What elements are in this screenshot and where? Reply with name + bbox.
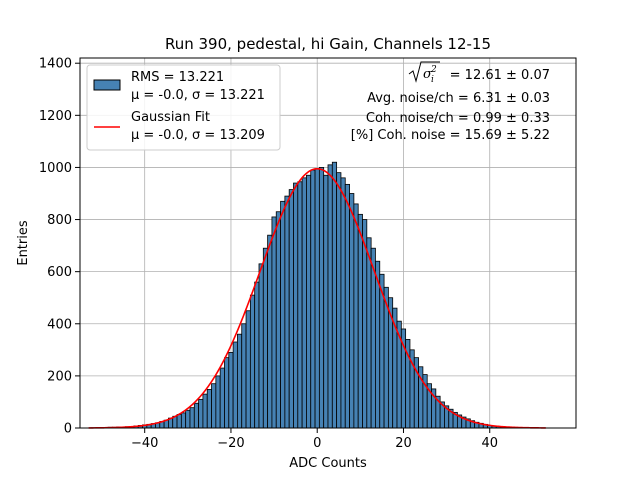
x-tick-label: −40 <box>131 436 158 451</box>
histogram-bar <box>353 203 359 429</box>
svg-text:i: i <box>431 75 434 85</box>
y-tick-label: 1400 <box>39 57 72 72</box>
histogram-bar <box>258 263 264 429</box>
histogram-bar <box>336 172 342 429</box>
histogram-bar <box>254 281 260 429</box>
histogram-bar <box>275 211 281 429</box>
histogram-bar <box>228 352 234 429</box>
histogram-bar <box>211 383 217 429</box>
histogram-bar <box>323 174 329 429</box>
legend-rms-stats: μ = -0.0, σ = 13.221 <box>131 88 265 103</box>
legend-fit-label: Gaussian Fit <box>131 110 210 125</box>
histogram-bar <box>327 164 333 429</box>
y-axis-ticks: 0 200 400 600 800 1000 1200 1400 <box>39 57 80 437</box>
y-tick-label: 1000 <box>39 161 72 176</box>
y-tick-label: 200 <box>47 369 72 384</box>
y-tick-label: 0 <box>64 422 72 437</box>
histogram-bar <box>318 167 325 429</box>
coh-noise-text: Coh. noise/ch = 0.99 ± 0.33 <box>366 111 550 126</box>
legend-histogram-swatch <box>93 79 121 91</box>
histogram-bar <box>237 333 243 429</box>
histogram-bar <box>314 168 320 429</box>
sigma-value: = 12.61 ± 0.07 <box>450 68 550 83</box>
x-tick-label: 20 <box>395 436 412 451</box>
legend-fit-stats: μ = -0.0, σ = 13.209 <box>131 128 265 143</box>
histogram-bar <box>219 367 225 429</box>
x-tick-label: 0 <box>313 436 321 451</box>
x-tick-label: 40 <box>481 436 498 451</box>
gaussian-fit-line <box>88 167 546 429</box>
pct-coh-noise-text: [%] Coh. noise = 15.69 ± 5.22 <box>351 128 550 143</box>
histogram-bar <box>224 357 230 429</box>
histogram-bar <box>180 412 187 429</box>
histogram-bar <box>288 189 294 429</box>
histogram-bar <box>301 177 307 429</box>
histogram-bar <box>241 323 247 429</box>
histogram-bar <box>185 409 191 429</box>
histogram-bar <box>366 237 372 429</box>
histogram-bar <box>297 181 303 429</box>
histogram-bar <box>198 398 204 429</box>
histogram-bar <box>215 375 221 429</box>
y-tick-label: 800 <box>47 213 72 228</box>
histogram-bar <box>340 177 346 429</box>
y-tick-label: 600 <box>47 265 72 280</box>
histogram-bar <box>293 182 299 429</box>
histogram-bar <box>284 195 290 429</box>
histogram-bar <box>344 183 350 429</box>
sigma-sqrt-symbol: σ 2 i <box>408 61 440 85</box>
histogram-bar <box>249 294 256 429</box>
avg-noise-text: Avg. noise/ch = 6.31 ± 0.03 <box>367 91 550 106</box>
svg-text:2: 2 <box>430 65 437 75</box>
x-tick-label: −20 <box>217 436 244 451</box>
histogram-bar <box>267 234 273 429</box>
x-axis-label: ADC Counts <box>289 456 367 471</box>
svg-text:σ: σ <box>423 67 433 82</box>
histogram-bar <box>176 414 182 429</box>
histogram-bar <box>271 216 277 429</box>
histogram-bar <box>280 200 286 429</box>
histogram-bar <box>370 247 376 429</box>
histogram-bar <box>310 169 316 429</box>
legend: RMS = 13.221 μ = -0.0, σ = 13.221 Gaussi… <box>86 64 281 151</box>
histogram-bar <box>306 174 312 429</box>
histogram-bar <box>189 407 195 429</box>
histogram-bar <box>202 393 208 429</box>
histogram-bars <box>90 161 532 429</box>
chart-title: Run 390, pedestal, hi Gain, Channels 12-… <box>165 35 491 53</box>
histogram-bar <box>245 310 251 429</box>
histogram-bar <box>262 247 269 429</box>
y-axis-label: Entries <box>16 220 31 266</box>
y-tick-label: 400 <box>47 317 72 332</box>
histogram-bar <box>357 213 363 429</box>
axes-frame <box>79 57 577 429</box>
noise-annotations: σ 2 i = 12.61 ± 0.07 Avg. noise/ch = 6.3… <box>351 61 550 143</box>
histogram-bar <box>232 341 238 429</box>
histogram-bar <box>193 402 200 429</box>
x-axis-ticks: −40 −20 0 20 40 <box>131 428 498 451</box>
histogram-bar <box>206 389 212 429</box>
y-tick-label: 1200 <box>39 109 72 124</box>
legend-rms-label: RMS = 13.221 <box>131 70 224 85</box>
legend-box <box>86 64 281 151</box>
histogram-bar <box>349 193 355 429</box>
histogram-bar <box>331 161 338 429</box>
